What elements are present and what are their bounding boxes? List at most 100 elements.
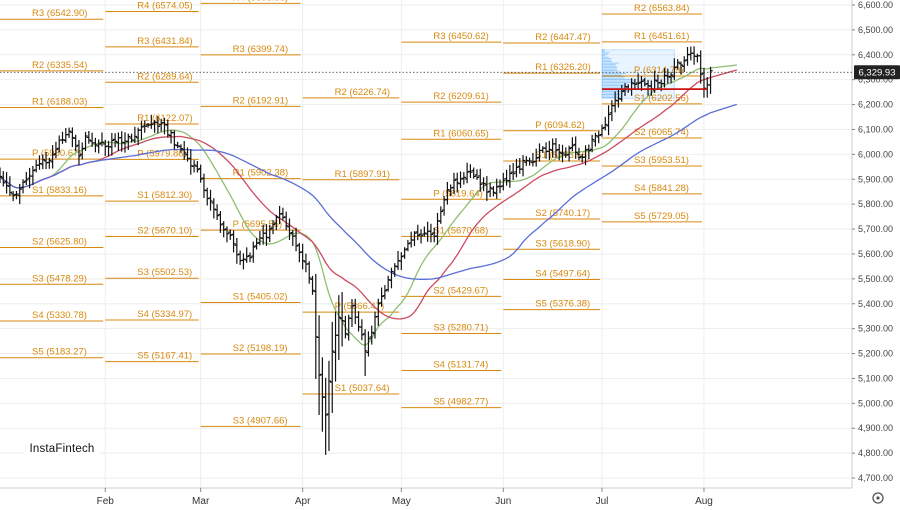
month-label: May — [392, 496, 411, 507]
axis-tick-label: 4,800.00 — [858, 448, 893, 458]
pivot-level-label: S5 (5729.05) — [634, 211, 689, 222]
price-bar — [86, 130, 92, 144]
price-bar — [481, 177, 486, 192]
price-bar — [606, 105, 611, 136]
price-bar — [4, 172, 9, 194]
price-bar — [30, 165, 36, 186]
price-bar — [534, 148, 539, 167]
price-bar — [425, 221, 430, 242]
volume-profile-bar — [601, 65, 617, 67]
axis-tick-label: 5,300.00 — [858, 324, 893, 334]
pivot-level-label: R1 (6060.65) — [433, 128, 488, 139]
price-bar — [422, 226, 427, 237]
volume-profile-bar — [601, 92, 623, 94]
price-bar — [474, 169, 480, 180]
volume-profile-bar — [601, 50, 605, 52]
price-bar — [698, 50, 703, 84]
price-bar — [665, 68, 670, 84]
price-bar — [162, 117, 167, 135]
price-bar — [471, 167, 476, 179]
price-bar — [428, 223, 434, 243]
price-bar — [60, 131, 65, 144]
pivot-level-label: S3 (5618.90) — [535, 238, 590, 249]
axis-tick-label: 5,600.00 — [858, 249, 893, 259]
price-bar — [47, 157, 52, 169]
axis-tick-label: 5,400.00 — [858, 299, 893, 309]
price-bar — [10, 191, 16, 202]
price-bar — [112, 133, 118, 148]
price-bar — [612, 91, 618, 113]
price-bar — [603, 116, 608, 131]
axis-tick-label: 6,400.00 — [858, 50, 893, 60]
price-bar — [241, 253, 246, 270]
price-bar — [188, 149, 193, 175]
price-bar — [382, 285, 388, 300]
price-bar — [517, 157, 522, 174]
price-bar — [73, 134, 78, 152]
price-bar — [37, 155, 42, 170]
month-label: Apr — [295, 496, 311, 507]
price-bar — [619, 84, 624, 102]
price-bar — [708, 66, 713, 94]
moving-average-line — [0, 103, 738, 280]
volume-profile-bar — [601, 77, 625, 79]
volume-profile-bar — [601, 73, 626, 75]
pivot-level-label: S3 (4907.66) — [233, 415, 288, 426]
pivot-level-label: R2 (6289.64) — [137, 71, 192, 82]
price-bar — [333, 311, 338, 382]
price-bar — [307, 261, 312, 284]
volume-profile-bar — [601, 52, 610, 54]
price-bar — [349, 299, 355, 327]
price-bar — [175, 141, 180, 149]
settings-icon[interactable] — [872, 492, 884, 504]
pivot-level-label: S4 (5334.97) — [137, 309, 192, 320]
volume-profile-bar — [601, 79, 633, 81]
price-bar — [527, 157, 532, 166]
price-bar — [208, 189, 213, 211]
current-price-tag — [854, 65, 900, 80]
axis-tick-label: 6,100.00 — [858, 124, 893, 134]
price-bar — [254, 238, 259, 250]
pivot-level-label: S5 (5376.38) — [535, 299, 590, 310]
pivot-levels: R3 (6542.90) R2 (6335.54) R1 (6188.03) P (5… — [0, 0, 702, 427]
pivot-level-label: P (5819.64) — [433, 188, 482, 199]
price-bar — [218, 211, 223, 233]
price-bar — [195, 160, 200, 173]
price-bar — [109, 132, 115, 156]
moving-average-line — [0, 69, 738, 320]
pivot-level-label: S1 (5670.68) — [433, 225, 488, 236]
axis-tick-label: 5,200.00 — [858, 349, 893, 359]
pivot-level-label: S4 (5841.28) — [634, 183, 689, 194]
volume-profile-bar — [601, 68, 617, 70]
price-bar — [455, 172, 460, 193]
price-bar — [234, 237, 240, 264]
volume-profile-bar — [601, 82, 634, 84]
pivot-level-label: S1 (5405.02) — [233, 292, 288, 303]
price-bar — [24, 171, 29, 186]
month-label: Mar — [192, 496, 210, 507]
price-bar — [478, 168, 483, 192]
volume-profile-bar — [601, 49, 605, 51]
month-label: Aug — [695, 496, 713, 507]
price-bar — [274, 214, 279, 231]
price-axis: 4,700.00 4,800.00 4,900.00 5,000.00 5,100.00… — [851, 0, 900, 510]
price-bar — [17, 183, 22, 205]
axis-tick-label: 6,500.00 — [858, 25, 893, 35]
price-bar — [385, 275, 391, 292]
volume-profile-bar — [601, 89, 630, 91]
price-bar — [366, 331, 371, 357]
axis-background — [852, 0, 900, 510]
price-bar — [310, 275, 315, 295]
price-bar — [570, 137, 575, 152]
price-bar — [464, 162, 470, 184]
volume-profile-bar — [601, 76, 625, 78]
pivot-level-label: S2 (5670.10) — [137, 226, 192, 237]
pivot-level-label: R2 (6563.84) — [634, 3, 689, 14]
pivot-level-label: R2 (6192.91) — [233, 95, 288, 106]
price-bar — [290, 229, 295, 247]
price-bar — [445, 181, 450, 205]
pivot-level-label: S4 (5497.64) — [535, 268, 590, 279]
axis-tick-label: 6,300.00 — [858, 75, 893, 85]
price-bars — [0, 46, 713, 455]
